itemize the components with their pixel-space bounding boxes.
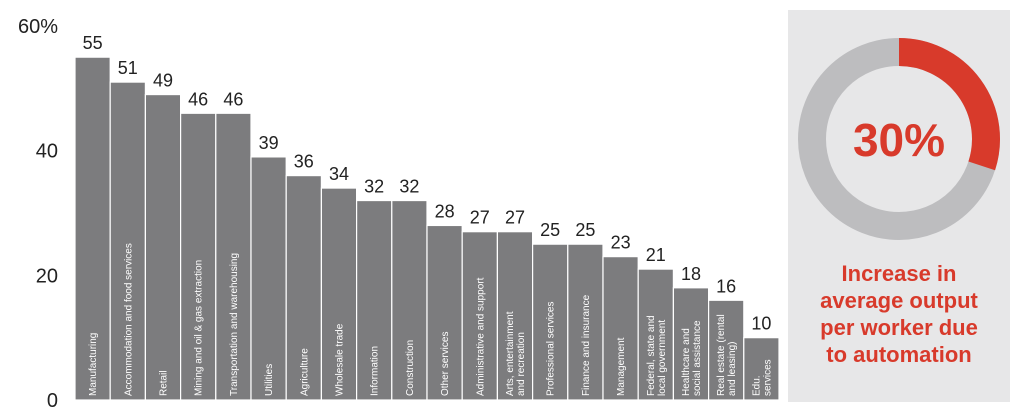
bar	[285, 175, 323, 401]
y-axis-ticks: 0 20 40 60%	[18, 16, 58, 412]
bar-value-label: 51	[118, 58, 138, 78]
bar	[320, 187, 358, 401]
category-label-line: Information	[370, 346, 381, 396]
category-label: Finance and insurance	[581, 294, 592, 396]
bar-value-label: 32	[364, 177, 384, 197]
bar-value-label: 46	[188, 89, 208, 109]
category-label: Manufacturing	[88, 333, 99, 396]
category-label-line: Construction	[405, 340, 416, 396]
bar-value-label: 32	[399, 177, 419, 197]
category-label: Healthcare andsocial assistance	[681, 320, 703, 396]
donut-chart: 30%	[798, 38, 1000, 240]
y-tick-label: 40	[36, 141, 58, 163]
bar-value-label: 49	[153, 71, 173, 91]
bar	[250, 156, 287, 401]
bar-value-label: 21	[646, 245, 666, 265]
category-label-line: social assistance	[692, 320, 703, 396]
category-label: Management	[616, 337, 627, 396]
bar	[672, 287, 710, 401]
category-label: Information	[370, 346, 381, 396]
category-label-line: Real estate (rental	[716, 314, 727, 396]
category-label-line: Retail	[159, 370, 170, 396]
bar-value-label: 16	[716, 276, 736, 296]
bar	[567, 243, 604, 401]
category-label-line: Arts, entertainment	[505, 311, 516, 396]
category-label: Agriculture	[299, 348, 310, 396]
bar-value-label: 28	[435, 201, 455, 221]
category-label-line: Mining and oil & gas extraction	[194, 260, 205, 396]
bar-value-label: 18	[681, 264, 701, 284]
bar	[426, 224, 463, 401]
category-label: Retail	[159, 370, 170, 396]
category-label: Arts, entertainmentand recreation	[505, 311, 527, 396]
y-tick-label: 20	[36, 265, 58, 287]
category-label-line: Finance and insurance	[581, 294, 592, 396]
category-label: Transportation and warehousing	[229, 253, 240, 396]
category-label-line: Transportation and warehousing	[229, 253, 240, 396]
category-label: Utilities	[264, 364, 275, 396]
category-label: Other services	[440, 332, 451, 396]
category-label-line: Healthcare and	[681, 328, 692, 396]
bar	[707, 299, 745, 401]
category-label: Mining and oil & gas extraction	[194, 260, 205, 396]
category-label-line: Management	[616, 337, 627, 396]
category-label-line: and recreation	[516, 332, 527, 396]
category-labels: Manufacturing Accommodation and food serv…	[88, 243, 773, 396]
bar	[531, 243, 569, 401]
donut-highlight-arc	[898, 38, 1000, 171]
category-label-line: Other services	[440, 332, 451, 396]
category-label: Professional services	[546, 302, 557, 396]
bar-value-label: 25	[575, 220, 595, 240]
bar-value-label: 23	[611, 233, 631, 253]
category-label-line: Accommodation and food services	[123, 243, 134, 396]
category-label: Edu.services	[751, 359, 773, 396]
category-label-line: and leasing)	[727, 342, 738, 396]
category-label: Administrative and support	[475, 277, 486, 396]
bar	[180, 112, 217, 401]
category-label: Real estate (rentaland leasing)	[716, 314, 738, 396]
category-label: Accommodation and food services	[123, 243, 134, 396]
automation-panel: 30% Increase in average output per worke…	[788, 10, 1010, 402]
category-label-line: services	[762, 359, 773, 396]
bar	[144, 93, 182, 401]
category-label-line: Wholesale trade	[335, 323, 346, 396]
bar-value-label: 39	[259, 133, 279, 153]
category-label-line: Professional services	[546, 302, 557, 396]
donut-percentage: 30%	[853, 114, 945, 166]
bar	[109, 81, 146, 401]
bar	[602, 256, 639, 401]
bar-chart: 0 20 40 60% 55 51 49 46 46 39 36 34 32 32 28 27 27 25 25 2…	[18, 16, 780, 412]
category-label-line: Administrative and support	[475, 277, 486, 396]
data-labels: 55 51 49 46 46 39 36 34 32 32 28 27 27 25 25 23 21 18 16 10	[83, 33, 772, 334]
bar-value-label: 36	[294, 152, 314, 172]
y-tick-label: 0	[47, 390, 58, 412]
bar-value-label: 55	[83, 33, 103, 53]
category-label-line: Edu.	[751, 375, 762, 396]
bar-value-label: 34	[329, 164, 349, 184]
bar-value-label: 46	[223, 89, 243, 109]
bar-value-label: 27	[470, 208, 490, 228]
category-label-line: Manufacturing	[88, 333, 99, 396]
category-label: Construction	[405, 340, 416, 396]
bar-value-label: 25	[540, 220, 560, 240]
bar	[743, 337, 780, 401]
category-label: Federal, state andlocal government	[646, 315, 668, 396]
category-label: Wholesale trade	[335, 323, 346, 396]
category-label-line: local government	[657, 320, 668, 396]
bars	[74, 56, 780, 401]
donut-caption: Increase in average output per worker du…	[820, 261, 978, 367]
bar	[356, 199, 393, 401]
category-label-line: Agriculture	[299, 348, 310, 396]
bar	[391, 199, 428, 401]
y-tick-label: 60%	[18, 16, 58, 38]
category-label-line: Federal, state and	[646, 315, 657, 396]
category-label-line: Utilities	[264, 364, 275, 396]
bar-value-label: 10	[751, 314, 771, 334]
bar-value-label: 27	[505, 208, 525, 228]
bar	[74, 56, 111, 401]
bar	[461, 231, 499, 401]
